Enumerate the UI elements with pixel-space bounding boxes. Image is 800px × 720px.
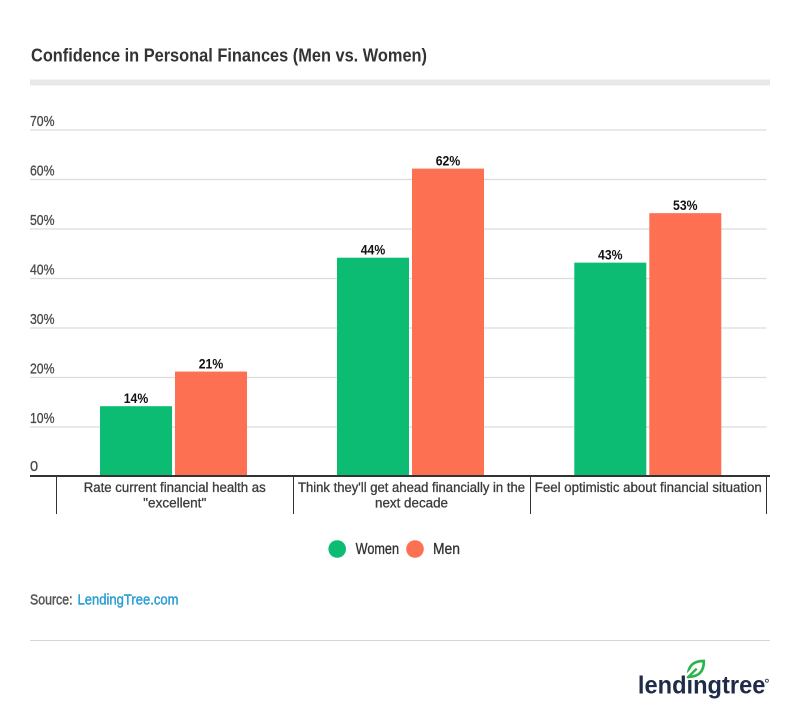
svg-text:Feel optimistic about financia: Feel optimistic about financial situatio… [535,480,762,495]
svg-text:50%: 50% [30,213,55,229]
svg-text:53%: 53% [673,198,698,213]
svg-text:43%: 43% [598,247,623,262]
svg-text:21%: 21% [199,356,224,371]
svg-text:30%: 30% [30,312,55,328]
svg-text:LendingTree.com: LendingTree.com [78,592,179,609]
svg-text:Confidence in Personal Finance: Confidence in Personal Finances (Men vs.… [31,46,427,66]
svg-text:lendıngtree: lendıngtree [638,672,766,700]
svg-text:Think they'll get ahead financ: Think they'll get ahead financially in t… [298,480,525,495]
svg-text:14%: 14% [124,391,149,406]
svg-text:Men: Men [433,541,460,558]
svg-text:0: 0 [30,459,38,475]
svg-text:44%: 44% [361,243,386,258]
svg-text:Women: Women [356,541,399,558]
svg-text:next decade: next decade [375,496,448,511]
svg-text:70%: 70% [30,114,55,130]
svg-text:Rate current financial health: Rate current financial health as [84,480,266,495]
svg-text:62%: 62% [436,153,461,168]
svg-text:40%: 40% [30,263,55,279]
svg-text:20%: 20% [30,362,55,378]
svg-text:Source:: Source: [30,592,73,609]
svg-text:"excellent": "excellent" [143,496,206,511]
svg-text:10%: 10% [30,411,55,427]
svg-text:60%: 60% [30,164,55,180]
